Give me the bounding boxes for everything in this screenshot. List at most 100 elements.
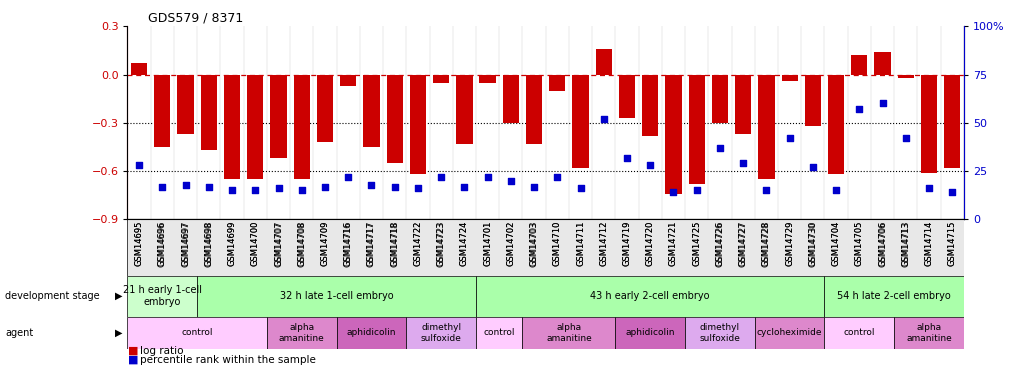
- Text: GSM14697: GSM14697: [181, 221, 190, 267]
- Text: GSM14725: GSM14725: [692, 220, 700, 266]
- Point: [827, 188, 844, 194]
- Text: GSM14703: GSM14703: [529, 221, 538, 267]
- Bar: [873, 52, 890, 75]
- Text: GSM14729: GSM14729: [785, 221, 794, 266]
- Bar: [339, 75, 356, 86]
- Text: GSM14711: GSM14711: [576, 221, 585, 266]
- Point: [455, 183, 472, 189]
- Bar: [479, 75, 495, 82]
- Point: [735, 160, 751, 166]
- Text: aphidicolin: aphidicolin: [346, 328, 395, 338]
- Text: GSM14717: GSM14717: [367, 220, 376, 266]
- Text: GSM14712: GSM14712: [599, 221, 607, 266]
- Text: GSM14704: GSM14704: [830, 220, 840, 266]
- Text: GSM14718: GSM14718: [390, 220, 398, 266]
- Bar: [754, 317, 823, 349]
- Text: GSM14726: GSM14726: [714, 221, 723, 267]
- Bar: [502, 75, 519, 123]
- Point: [781, 135, 797, 141]
- Point: [944, 189, 960, 195]
- Point: [177, 182, 194, 188]
- Text: GSM14697: GSM14697: [181, 220, 190, 266]
- Text: GSM14721: GSM14721: [668, 221, 678, 266]
- Bar: [127, 317, 267, 349]
- Text: GSM14700: GSM14700: [251, 220, 260, 266]
- Text: GSM14704: GSM14704: [830, 221, 840, 266]
- Bar: [386, 75, 403, 163]
- Text: GSM14708: GSM14708: [297, 221, 306, 267]
- Bar: [548, 75, 565, 91]
- Text: GSM14699: GSM14699: [227, 221, 236, 266]
- Bar: [455, 75, 472, 144]
- Bar: [920, 75, 936, 173]
- Text: GSM14699: GSM14699: [227, 220, 236, 266]
- Point: [339, 174, 356, 180]
- Text: GSM14724: GSM14724: [460, 221, 469, 266]
- Point: [595, 116, 611, 122]
- Text: GSM14696: GSM14696: [158, 221, 167, 267]
- Text: GSM14703: GSM14703: [529, 220, 538, 266]
- Point: [688, 188, 704, 194]
- Point: [247, 188, 263, 194]
- Text: GSM14701: GSM14701: [483, 220, 491, 266]
- Text: GSM14706: GSM14706: [877, 220, 887, 266]
- Point: [479, 174, 495, 180]
- Text: GSM14727: GSM14727: [738, 220, 747, 266]
- Text: GSM14698: GSM14698: [204, 220, 213, 266]
- Text: GSM14722: GSM14722: [413, 221, 422, 266]
- Bar: [619, 75, 635, 118]
- Point: [572, 186, 588, 192]
- Text: dimethyl
sulfoxide: dimethyl sulfoxide: [699, 323, 740, 342]
- Text: GSM14710: GSM14710: [552, 220, 561, 266]
- Text: GSM14720: GSM14720: [645, 220, 654, 266]
- Point: [433, 174, 449, 180]
- Text: GSM14709: GSM14709: [320, 220, 329, 266]
- Text: percentile rank within the sample: percentile rank within the sample: [140, 355, 315, 365]
- Text: GSM14713: GSM14713: [901, 221, 909, 267]
- Bar: [688, 75, 704, 184]
- Bar: [823, 317, 894, 349]
- Bar: [595, 49, 611, 75]
- Bar: [130, 63, 147, 75]
- Bar: [735, 75, 751, 134]
- Point: [526, 183, 542, 189]
- Bar: [851, 55, 866, 75]
- Point: [804, 164, 820, 170]
- Text: GSM14727: GSM14727: [738, 221, 747, 267]
- Bar: [711, 75, 728, 123]
- Text: GSM14698: GSM14698: [204, 221, 213, 267]
- Text: control: control: [483, 328, 515, 338]
- Bar: [247, 75, 263, 179]
- Text: GSM14730: GSM14730: [808, 220, 816, 266]
- Text: GSM14716: GSM14716: [343, 221, 353, 267]
- Bar: [757, 75, 773, 179]
- Bar: [363, 75, 379, 147]
- Bar: [476, 317, 522, 349]
- Text: GSM14729: GSM14729: [785, 220, 794, 266]
- Bar: [522, 317, 614, 349]
- Bar: [823, 276, 963, 317]
- Text: alpha
amanitine: alpha amanitine: [905, 323, 951, 342]
- Text: aphidicolin: aphidicolin: [625, 328, 675, 338]
- Point: [317, 183, 333, 189]
- Bar: [270, 75, 286, 158]
- Bar: [336, 317, 406, 349]
- Point: [548, 174, 565, 180]
- Text: GSM14714: GSM14714: [923, 221, 932, 266]
- Bar: [317, 75, 333, 142]
- Bar: [224, 75, 239, 179]
- Text: GSM14695: GSM14695: [135, 220, 144, 266]
- Text: GDS579 / 8371: GDS579 / 8371: [148, 11, 243, 24]
- Text: GSM14723: GSM14723: [436, 220, 445, 266]
- Bar: [476, 276, 823, 317]
- Text: GSM14728: GSM14728: [761, 220, 770, 266]
- Text: GSM14715: GSM14715: [947, 221, 956, 266]
- Text: GSM14717: GSM14717: [367, 221, 376, 267]
- Point: [363, 182, 379, 188]
- Point: [851, 106, 867, 112]
- Bar: [642, 75, 657, 136]
- Bar: [664, 75, 681, 194]
- Bar: [197, 276, 476, 317]
- Bar: [267, 317, 336, 349]
- Text: GSM14722: GSM14722: [413, 220, 422, 266]
